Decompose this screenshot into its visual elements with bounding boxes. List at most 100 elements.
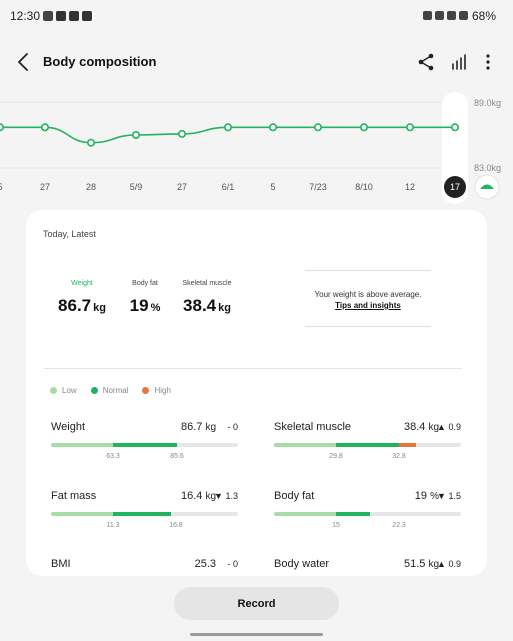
status-time: 12:30 <box>10 9 41 23</box>
x-tick-label[interactable]: 7/23 <box>309 182 327 192</box>
delta-arrow: ▲ <box>437 559 446 569</box>
metric-name: Skeletal muscle <box>274 421 352 433</box>
metric-delta: 0.9 <box>448 559 461 569</box>
data-point[interactable] <box>405 123 414 132</box>
data-point[interactable] <box>132 130 141 139</box>
metric-name: Body fat <box>274 490 315 502</box>
metric-body-fat[interactable]: Body fat 19 % ▼ 1.5 15 22.3 <box>274 490 461 550</box>
summary-label: Weight <box>71 280 93 287</box>
x-tick-label[interactable]: 17 <box>450 182 460 192</box>
legend-dot <box>90 387 98 394</box>
insight-panel: Your weight is above average. Tips and i… <box>305 270 431 327</box>
scale-device-icon <box>480 184 494 189</box>
data-point[interactable] <box>40 123 49 132</box>
metric-body-water[interactable]: Body water 51.5 kg ▲ 0.9 <box>274 558 461 576</box>
y-tick-label: 83.0kg <box>474 163 501 173</box>
summary-body-fat: Body fat 19% <box>122 280 168 316</box>
card-divider <box>44 368 462 369</box>
data-point[interactable] <box>224 123 233 132</box>
data-point[interactable] <box>313 123 322 132</box>
record-button[interactable]: Record <box>174 587 339 620</box>
summary-label: Skeletal muscle <box>182 280 232 287</box>
data-point[interactable] <box>359 123 368 132</box>
x-tick-label[interactable]: 28 <box>86 182 96 192</box>
body-composition-card: Today, Latest Weight 86.7 kg Body fat 19%… <box>26 210 487 576</box>
range-normal <box>336 512 370 516</box>
range-low <box>51 512 113 516</box>
range-normal <box>113 512 171 516</box>
metric-name: Body water <box>274 558 330 570</box>
delta-arrow: ▼ <box>437 491 446 501</box>
metric-unit: kg <box>205 491 216 502</box>
x-tick-label[interactable]: 6/1 <box>222 182 235 192</box>
metric-delta: 1.5 <box>448 491 461 501</box>
x-tick-label[interactable]: 27 <box>177 182 187 192</box>
battery-level: 68% <box>472 9 497 23</box>
legend-dot <box>142 387 150 394</box>
legend-label: Low <box>62 386 77 395</box>
legend-normal: Normal <box>90 386 129 395</box>
data-point[interactable] <box>178 129 187 138</box>
back-arrow-icon[interactable] <box>12 50 36 74</box>
metric-bmi[interactable]: BMI 25.3 - 0 <box>51 558 238 576</box>
legend-high: High <box>142 386 171 395</box>
summary-skeletal-muscle: Skeletal muscle 38.4 kg <box>176 280 238 316</box>
x-tick-label[interactable]: 27 <box>40 182 50 192</box>
bluetooth-icon <box>423 11 432 20</box>
tips-and-insights-link[interactable]: Tips and insights <box>335 301 401 310</box>
metric-value: 16.4 <box>180 490 203 502</box>
data-point[interactable] <box>268 123 277 132</box>
range-high <box>399 443 416 447</box>
more-icon[interactable] <box>476 50 500 74</box>
metric-weight[interactable]: Weight 86.7 kg - 0 63.3 85.6 <box>51 421 238 481</box>
metric-value: 38.4 <box>403 421 426 433</box>
metric-delta: 1.3 <box>225 491 238 501</box>
insight-message: Your weight is above average. <box>314 290 422 299</box>
metric-delta: 0 <box>232 422 238 432</box>
delta-arrow: - <box>227 422 231 432</box>
y-tick-label: 89.0kg <box>474 98 501 108</box>
threshold-label: 63.3 <box>106 453 120 460</box>
data-point[interactable] <box>87 138 96 147</box>
metric-unit: kg <box>205 422 216 433</box>
legend-label: Normal <box>102 386 129 395</box>
threshold-label: 85.6 <box>170 453 184 460</box>
threshold-label: 32.8 <box>392 453 406 460</box>
data-point[interactable] <box>0 123 4 132</box>
metric-unit: % <box>430 491 439 502</box>
x-tick-label[interactable]: 5 <box>0 182 3 192</box>
weight-trend-chart[interactable]: 89.0kg 83.0kg 5 27 28 5/9 27 6/1 5 7/23 8/10 12 17 <box>0 92 513 204</box>
range-bar <box>274 443 461 447</box>
metric-delta: 0 <box>232 559 238 569</box>
metric-name: Fat mass <box>51 490 97 502</box>
share-icon[interactable] <box>414 50 438 74</box>
legend-label: High <box>154 386 171 395</box>
chart-icon[interactable] <box>447 50 471 74</box>
metric-name: BMI <box>51 558 71 570</box>
summary-value: 86.7 <box>58 296 92 315</box>
summary-value: 19 <box>129 296 149 315</box>
legend-low: Low <box>50 386 77 395</box>
x-tick-label[interactable]: 12 <box>405 182 415 192</box>
selected-date-marker[interactable] <box>444 176 466 198</box>
range-legend: Low Normal High <box>50 386 185 395</box>
data-point[interactable] <box>450 123 459 132</box>
x-tick-label[interactable]: 8/10 <box>355 182 373 192</box>
gesture-nav-bar[interactable] <box>190 633 323 636</box>
metric-fat-mass[interactable]: Fat mass 16.4 kg ▼ 1.3 11.3 16.8 <box>51 490 238 550</box>
range-bar <box>51 512 238 516</box>
widget-icon <box>82 11 92 21</box>
summary-weight: Weight 86.7 kg <box>56 280 108 316</box>
range-normal <box>336 443 399 447</box>
metric-skeletal-muscle[interactable]: Skeletal muscle 38.4 kg ▲ 0.9 29.8 32.8 <box>274 421 461 481</box>
chart-canvas[interactable]: 89.0kg 83.0kg 5 27 28 5/9 27 6/1 5 7/23 8/10 12 17 <box>0 92 513 204</box>
metric-delta: 0.9 <box>448 422 461 432</box>
metric-value: 19 <box>414 490 428 502</box>
summary-unit: kg <box>218 302 231 314</box>
x-tick-label[interactable]: 5/9 <box>130 182 143 192</box>
legend-dot <box>50 387 57 394</box>
twitter-icon <box>43 11 53 21</box>
x-tick-label[interactable]: 5 <box>270 182 275 192</box>
status-bar: 12:30 68% <box>0 0 513 32</box>
app-header: Body composition <box>0 44 513 80</box>
